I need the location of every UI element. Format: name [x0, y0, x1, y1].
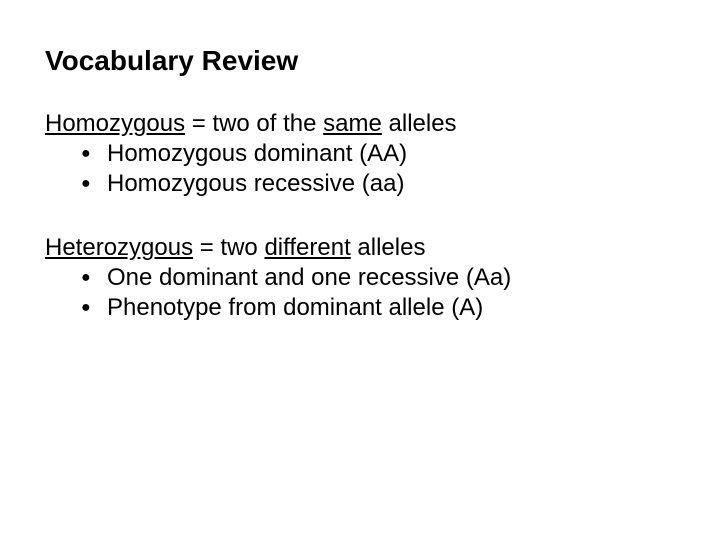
term-homozygous: Homozygous — [45, 110, 185, 137]
section-heterozygous: Heterozygous = two different alleles One… — [45, 233, 675, 323]
section-homozygous: Homozygous = two of the same alleles Hom… — [45, 109, 675, 199]
definition-line-homozygous: Homozygous = two of the same alleles — [45, 109, 675, 139]
def-mid: = two of the — [185, 110, 323, 137]
list-item: Homozygous dominant (AA) — [81, 139, 675, 169]
def-tail: alleles — [351, 234, 426, 261]
bullet-text: Homozygous dominant (AA) — [107, 140, 407, 167]
list-item: Phenotype from dominant allele (A) — [81, 293, 675, 323]
bullet-list-heterozygous: One dominant and one recessive (Aa) Phen… — [45, 263, 675, 323]
list-item: Homozygous recessive (aa) — [81, 169, 675, 199]
slide-title: Vocabulary Review — [45, 45, 675, 77]
def-emph: same — [323, 110, 382, 137]
bullet-text: Phenotype from dominant allele (A) — [107, 294, 483, 321]
definition-line-heterozygous: Heterozygous = two different alleles — [45, 233, 675, 263]
def-mid: = two — [193, 234, 264, 261]
bullet-list-homozygous: Homozygous dominant (AA) Homozygous rece… — [45, 139, 675, 199]
def-emph: different — [264, 234, 350, 261]
slide-container: Vocabulary Review Homozygous = two of th… — [0, 0, 720, 540]
term-heterozygous: Heterozygous — [45, 234, 193, 261]
bullet-text: One dominant and one recessive (Aa) — [107, 264, 511, 291]
list-item: One dominant and one recessive (Aa) — [81, 263, 675, 293]
bullet-text: Homozygous recessive (aa) — [107, 170, 404, 197]
def-tail: alleles — [382, 110, 457, 137]
